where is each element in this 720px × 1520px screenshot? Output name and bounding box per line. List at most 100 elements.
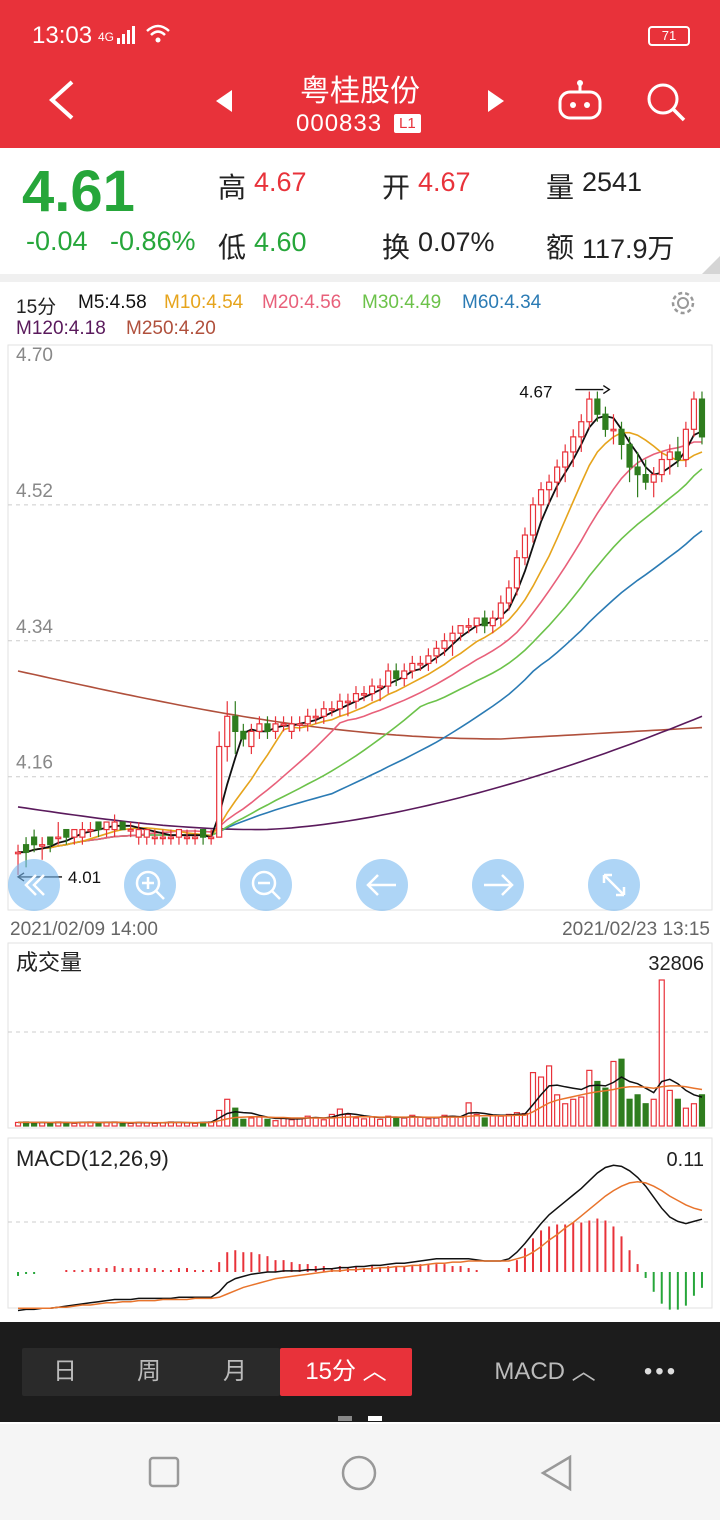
volume-bar: [288, 1119, 295, 1127]
candle-up: [473, 617, 480, 627]
tab-day[interactable]: 日: [53, 1358, 77, 1385]
candle-up: [682, 428, 689, 461]
candle-down: [199, 828, 207, 838]
back-arrow-icon[interactable]: [44, 78, 80, 122]
price-tick-label: 4.34: [16, 617, 53, 638]
candle-up: [320, 708, 327, 717]
collapse-left-button[interactable]: [8, 859, 60, 911]
candle-up: [360, 693, 368, 696]
next-stock-icon[interactable]: [486, 88, 508, 114]
volume-bar: [47, 1122, 54, 1127]
nav-circle: [240, 859, 292, 911]
tab-group-bg: [22, 1348, 280, 1396]
volume-bar: [457, 1116, 464, 1127]
candle-up: [377, 685, 384, 689]
volume-panel-frame: [7, 942, 713, 1129]
macd-dea-line: [18, 1181, 703, 1310]
volume-title: 成交量: [16, 950, 82, 975]
candle-up: [103, 821, 110, 831]
candle-up: [465, 625, 472, 628]
level-badge: L1: [394, 114, 421, 133]
volume-bar: [634, 1094, 641, 1127]
ma10-line: [18, 431, 703, 853]
volume-bar: [63, 1122, 70, 1127]
indicator-selector[interactable]: MACD ︿: [494, 1358, 596, 1385]
candle-up: [248, 730, 255, 748]
candle-up: [513, 557, 521, 589]
candle-down: [594, 398, 601, 415]
quote-panel: 4.61 -0.04 -0.86% 高 4.67 低 4.60 开 4.67 换…: [0, 148, 720, 274]
current-price: 4.61: [22, 159, 135, 224]
volume-bar: [240, 1118, 247, 1127]
volume-bars: [14, 979, 706, 1127]
scroll-right-button[interactable]: [472, 859, 524, 911]
prev-stock-icon[interactable]: [212, 88, 234, 114]
min-price-label: 4.01: [68, 868, 101, 887]
volume-bar: [385, 1115, 392, 1127]
candle-up: [610, 428, 617, 432]
volume-bar: [570, 1098, 577, 1127]
zoom-in-button[interactable]: [124, 859, 176, 911]
volume-bar: [578, 1096, 585, 1127]
volume-bar: [328, 1113, 335, 1127]
low-label: 低: [218, 232, 247, 263]
candle-up: [296, 723, 303, 726]
signal-indicator: 4G: [98, 24, 171, 44]
candle-up: [208, 836, 215, 840]
candle-down: [47, 836, 54, 846]
volume-bar: [393, 1116, 400, 1127]
settings-gear-icon[interactable]: [668, 288, 698, 318]
volume-bar: [304, 1115, 311, 1127]
candle-up: [368, 685, 376, 695]
candle-up: [441, 640, 448, 649]
candle-up: [127, 828, 134, 832]
volume-bar: [296, 1118, 303, 1127]
candle-down: [674, 451, 681, 461]
turnover-value: 0.07%: [418, 227, 495, 257]
minus: [258, 881, 281, 900]
candle-down: [95, 821, 102, 831]
search-icon[interactable]: [644, 80, 688, 124]
candle-up: [578, 421, 585, 438]
candle-up: [288, 723, 295, 732]
more-button[interactable]: •••: [643, 1358, 679, 1385]
tab-month[interactable]: 月: [223, 1358, 247, 1385]
candle-up: [425, 655, 432, 665]
candle-up: [272, 723, 279, 732]
volume-bar: [650, 1098, 657, 1127]
recents-icon[interactable]: [148, 1456, 180, 1488]
turnover-label: 换: [382, 232, 411, 263]
candle-down: [393, 670, 400, 680]
ma30-line: [18, 468, 703, 853]
back-icon[interactable]: [538, 1454, 574, 1492]
candle-down: [634, 466, 641, 476]
tab-15min[interactable]: 15分 ︿: [280, 1348, 412, 1396]
candle-up: [328, 708, 335, 711]
scroll-left-button[interactable]: [356, 859, 408, 911]
price-panel-frame: [7, 344, 713, 911]
candle-up: [79, 828, 86, 838]
scroll-right-icon: [484, 874, 514, 896]
status-time: 13:03: [32, 22, 93, 49]
ma10-label: M10:4.54: [164, 292, 244, 313]
volume-bar: [682, 1107, 689, 1127]
candle-up: [409, 662, 416, 672]
volume-bar: [602, 1087, 609, 1127]
volume-value: 2541: [582, 167, 643, 197]
zoom-in-icon: [135, 870, 165, 900]
high-value: 4.67: [254, 167, 307, 197]
zoom-out-button[interactable]: [240, 859, 292, 911]
home-icon[interactable]: [340, 1454, 378, 1492]
kline-chart[interactable]: 4.70 4.52 4.34 4.16 4.67 4.01 2021/02/09 14…: [0, 340, 720, 1315]
candle-up: [224, 715, 231, 748]
candle-up: [216, 745, 223, 838]
tab-week[interactable]: 周: [137, 1358, 161, 1385]
chart-nav-buttons: [8, 859, 640, 911]
robot-assistant-icon[interactable]: [556, 78, 604, 122]
candle-up: [352, 693, 360, 702]
candle-up: [497, 602, 504, 619]
macd-panel-frame: [7, 1137, 713, 1309]
candle-up: [666, 451, 673, 461]
fullscreen-button[interactable]: [588, 859, 640, 911]
volume-bar: [690, 1103, 698, 1127]
